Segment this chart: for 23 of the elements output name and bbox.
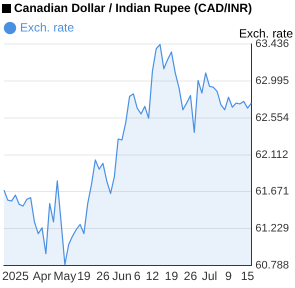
y-axis-title: Exch. rate xyxy=(238,26,294,40)
x-tick-label: Apr xyxy=(32,269,52,284)
x-tick-label: 9 xyxy=(225,269,232,284)
y-tick-label: 60.788 xyxy=(255,260,290,272)
x-tick-label: 26 xyxy=(184,269,198,284)
y-tick-label: 63.436 xyxy=(255,38,290,50)
x-tick-label: May xyxy=(54,269,76,284)
legend-label: Exch. rate xyxy=(20,20,74,34)
x-tick-label: Jul xyxy=(202,269,218,284)
x-tick-label: 2025 xyxy=(2,269,30,284)
y-tick-label: 61.671 xyxy=(255,186,290,198)
x-tick-label: 15 xyxy=(240,269,255,284)
y-tick-label: 62.995 xyxy=(255,74,290,87)
y-tick-label: 62.554 xyxy=(255,112,290,124)
x-tick-label: 6 xyxy=(134,269,141,284)
x-tick-label: 26 xyxy=(96,269,110,284)
y-tick-label: 62.112 xyxy=(255,148,288,161)
x-tick-label: 12 xyxy=(146,269,160,284)
y-tick-label: 61.229 xyxy=(255,222,290,235)
x-tick-label: 19 xyxy=(164,269,178,284)
x-tick-label: 19 xyxy=(77,269,91,284)
chart-title: Canadian Dollar / Indian Rupee (CAD/INR) xyxy=(14,1,252,15)
x-tick-label: Jun xyxy=(112,269,132,284)
